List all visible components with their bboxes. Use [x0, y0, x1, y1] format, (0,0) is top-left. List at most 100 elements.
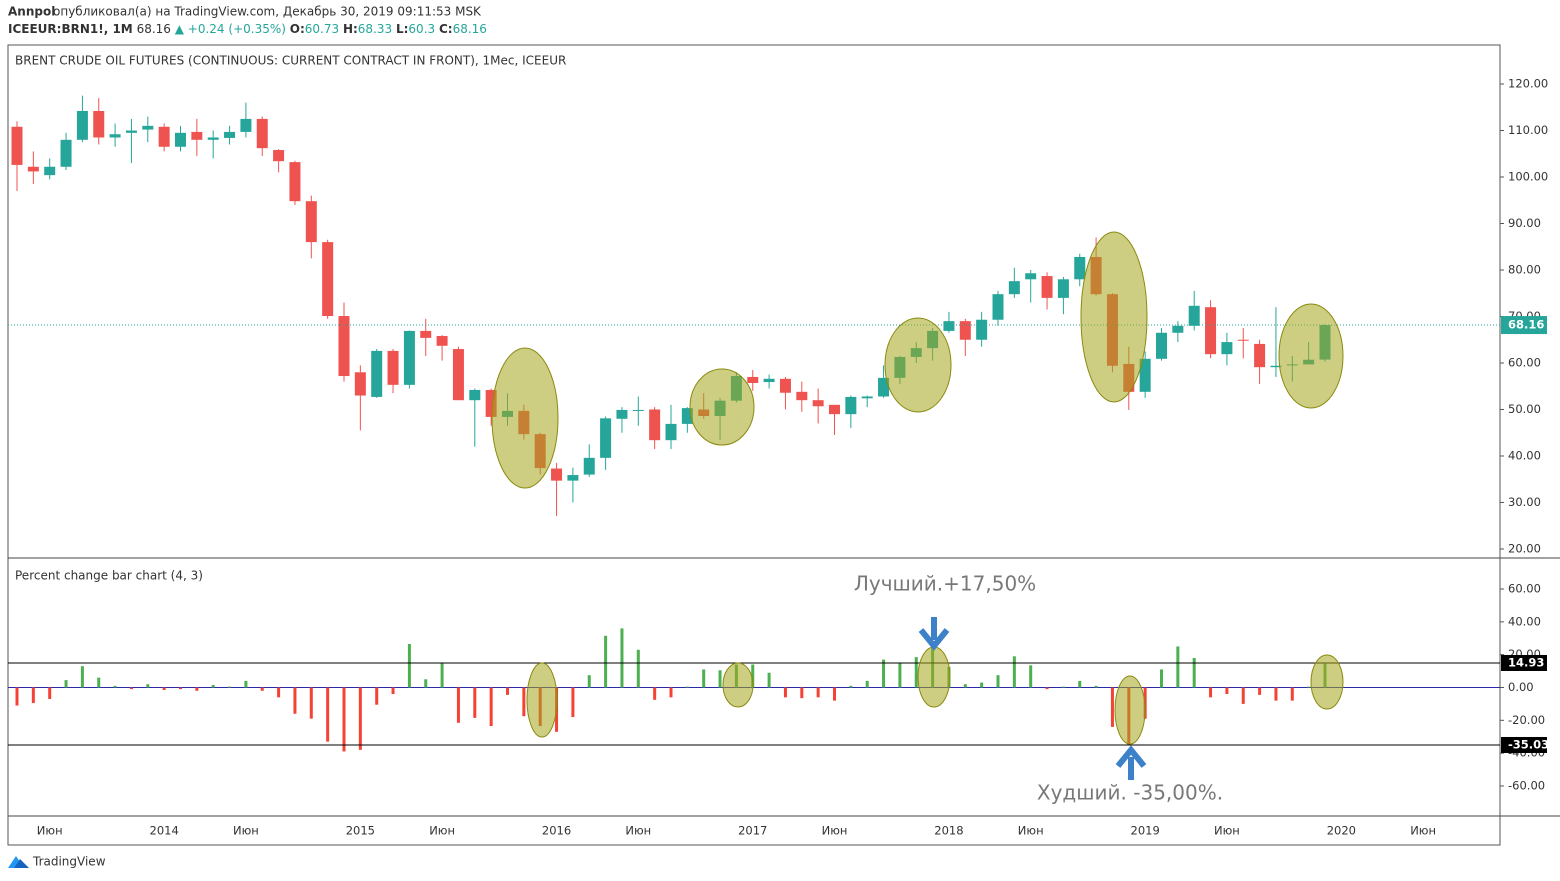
bar [179, 687, 182, 690]
x-tick-label: 2020 [1327, 824, 1356, 838]
y-tick-label: -20.00 [1508, 713, 1545, 727]
last-price-box [1501, 316, 1547, 335]
highlight-ellipse [1278, 303, 1344, 409]
ohlc-label: O: [290, 22, 305, 36]
candle-body [747, 376, 759, 383]
ohlc-value: 68.33 [358, 22, 392, 36]
candle-body [109, 134, 121, 138]
bar [1012, 656, 1016, 688]
candle-body [1041, 276, 1053, 298]
level-label: 14.93 [1508, 655, 1544, 669]
bar [440, 662, 444, 688]
annotation: Худший. -35,00%. [1037, 781, 1223, 805]
y-tick-label: 80.00 [1508, 262, 1541, 276]
candle-body [1237, 339, 1249, 341]
candle-body [27, 166, 39, 172]
x-tick-label: Июн [429, 824, 455, 838]
x-tick-label: Июн [233, 824, 259, 838]
candle-body [845, 396, 857, 415]
candle-body [812, 400, 824, 407]
bar [669, 687, 673, 698]
y-tick-label: 40.00 [1508, 614, 1541, 628]
candle-body [943, 321, 955, 331]
candle-body [142, 125, 154, 130]
bar [1225, 687, 1229, 695]
y-tick-label: 60.00 [1508, 582, 1541, 596]
bar [64, 680, 68, 688]
symbol-line: ICEEUR:BRN1!, 1M 68.16 ▲ +0.24 (+0.35%) … [8, 22, 487, 36]
bar [31, 687, 35, 704]
candle-body [436, 336, 448, 346]
candle-body [469, 389, 481, 401]
candle-body [779, 378, 791, 393]
bar [80, 666, 84, 688]
bar [456, 687, 460, 723]
y-tick-label: 30.00 [1508, 495, 1541, 509]
highlight-ellipse [917, 646, 951, 708]
y-tick-label: 0.00 [1508, 680, 1534, 694]
candle-body [1057, 279, 1069, 298]
candle-body [1025, 273, 1037, 280]
bar [980, 682, 984, 688]
x-tick-label: Июн [625, 824, 651, 838]
candle-body [256, 118, 268, 149]
highlight-ellipse [689, 368, 755, 446]
bar [882, 659, 886, 688]
candle-body [878, 377, 890, 397]
bar [375, 687, 379, 705]
candle-body [763, 378, 775, 383]
candle-body [1139, 358, 1151, 392]
candle-body [207, 137, 219, 140]
candle-body [600, 418, 612, 458]
bar [1094, 685, 1098, 688]
candle-body [305, 201, 317, 243]
bar [1274, 687, 1278, 701]
author: Annpol [8, 5, 55, 19]
change: ▲ +0.24 (+0.35%) [175, 22, 286, 36]
x-tick-label: Июн [1018, 824, 1044, 838]
level-box [1501, 654, 1547, 671]
bar [162, 687, 166, 690]
bar [97, 677, 101, 688]
bar [1160, 669, 1163, 688]
bar [1078, 680, 1082, 688]
candle-body [44, 166, 56, 176]
arrow-head [918, 628, 950, 651]
candle-body [354, 372, 366, 396]
bar [783, 687, 787, 698]
logo-icon [14, 859, 29, 868]
bar [1176, 646, 1180, 688]
x-tick-label: 2017 [738, 824, 767, 838]
chart-title: BRENT CRUDE OIL FUTURES (CONTINUOUS: CUR… [15, 54, 566, 68]
x-tick-label: 2018 [934, 824, 963, 838]
bar [1110, 687, 1114, 727]
candle-body [1205, 307, 1217, 355]
bar [522, 687, 526, 717]
ohlc-label: L: [396, 22, 408, 36]
candle-body [681, 408, 693, 424]
highlight-ellipse [884, 317, 952, 413]
last-price: 68.16 [137, 22, 171, 36]
ohlc-value: 60.73 [305, 22, 339, 36]
bar [849, 685, 853, 688]
highlight-ellipse [1080, 231, 1148, 403]
highlight-ellipse [1114, 675, 1146, 745]
bar [1061, 686, 1065, 688]
chart-frame [7, 44, 1501, 846]
candle-body [1188, 305, 1200, 326]
highlight-ellipse [526, 662, 558, 738]
candle-body [796, 391, 808, 401]
candle-body [959, 321, 971, 340]
candle-body [551, 468, 563, 481]
candle-body [273, 150, 285, 162]
candle-body [1270, 365, 1282, 368]
candle-body [992, 294, 1004, 320]
bar [211, 685, 215, 688]
bar [898, 662, 902, 688]
bar [1029, 665, 1033, 688]
bar [48, 687, 52, 699]
x-tick-label: Июн [37, 824, 63, 838]
x-tick-label: Июн [1410, 824, 1436, 838]
x-tick-label: 2015 [346, 824, 375, 838]
